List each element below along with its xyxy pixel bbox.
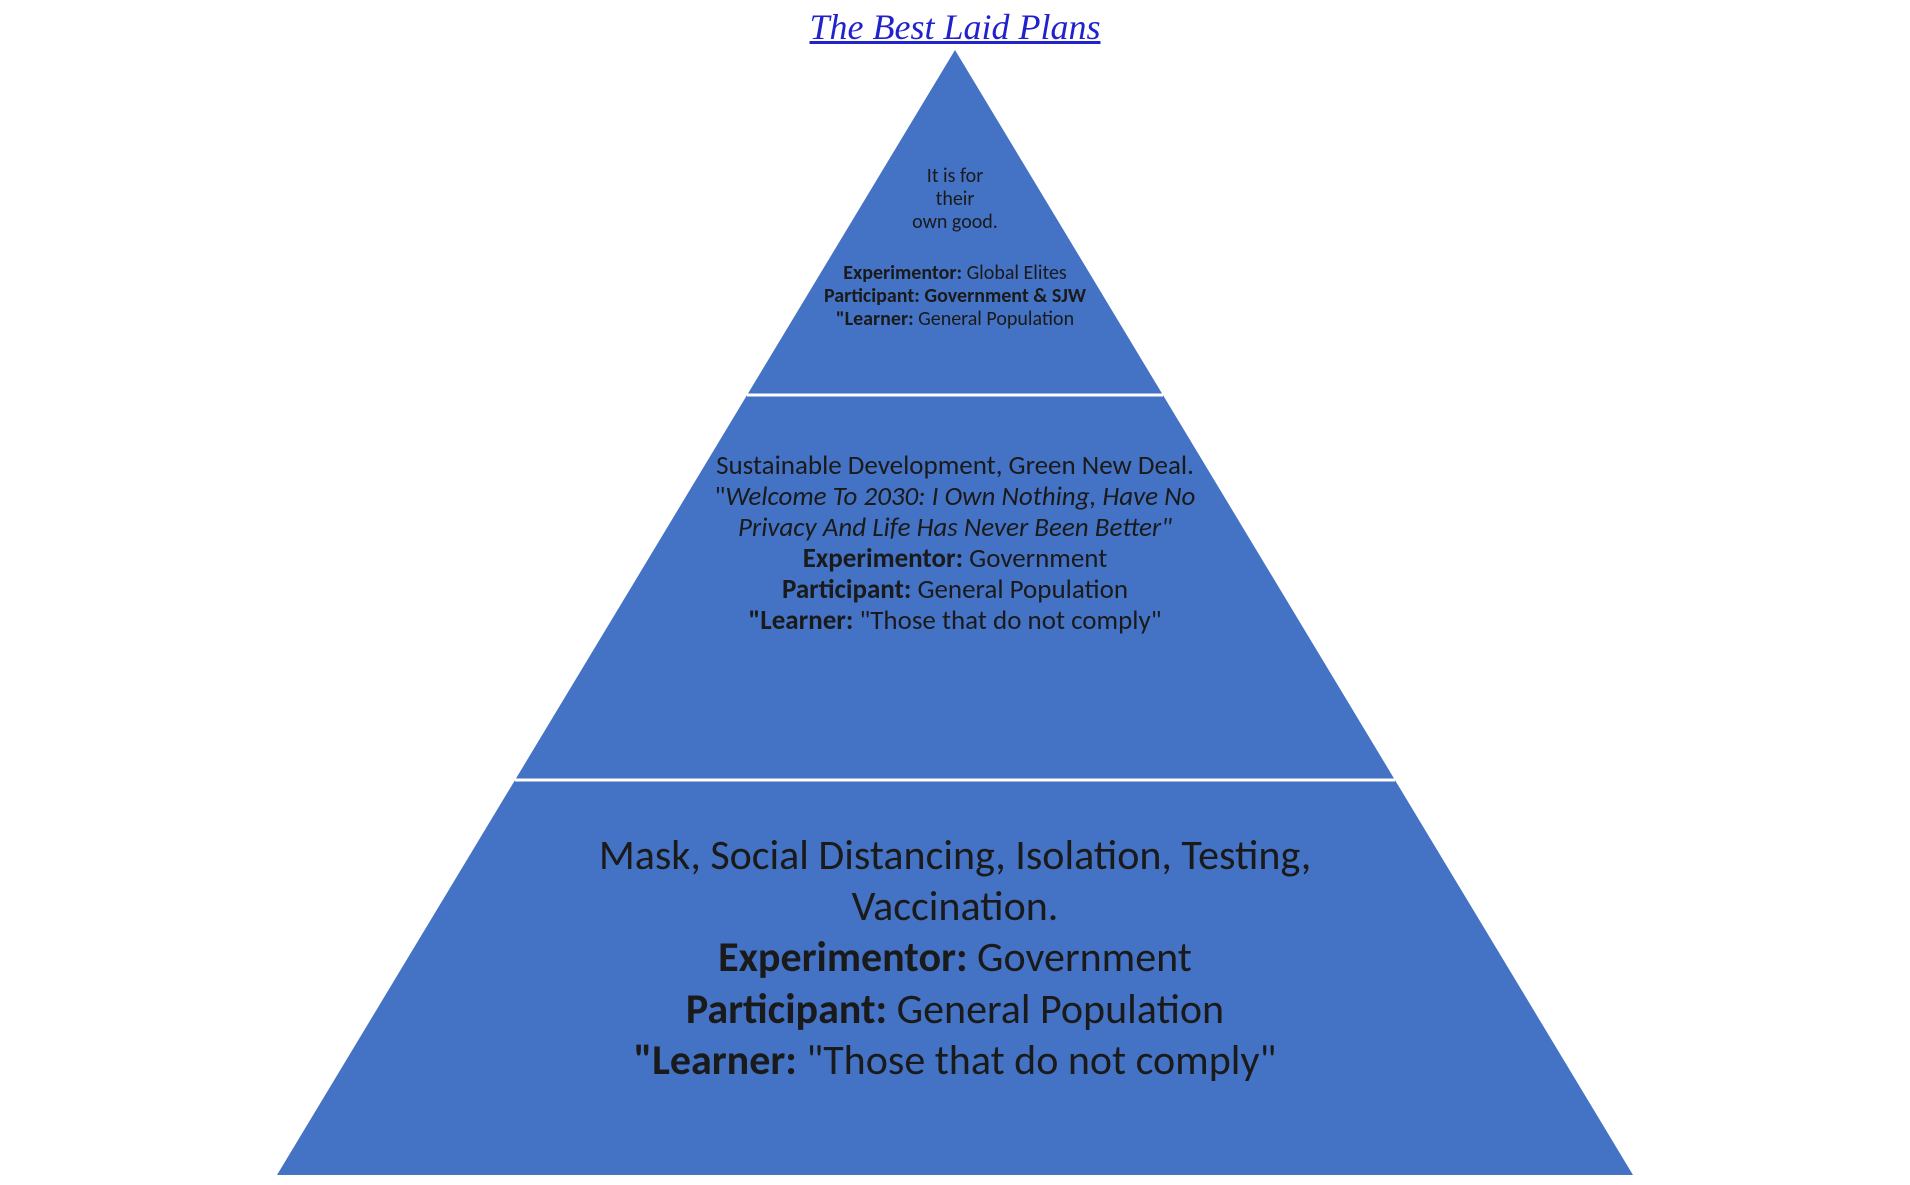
top-quote-line3: own good. bbox=[912, 210, 998, 234]
bot-experimentor-row: Experimentor: Government bbox=[355, 932, 1555, 983]
bot-line2: Vaccination. bbox=[355, 881, 1555, 932]
mid-quote-line3: Privacy And Life Has Never Been Better" bbox=[545, 512, 1365, 543]
bot-learner-row: "Learner: "Those that do not comply" bbox=[355, 1035, 1555, 1086]
mid-experimentor-value: Government bbox=[963, 542, 1107, 575]
mid-quote-line2-wrap: "Welcome To 2030: I Own Nothing, Have No bbox=[545, 481, 1365, 512]
mid-experimentor-label: Experimentor: bbox=[803, 542, 963, 575]
mid-learner-row: "Learner: "Those that do not comply" bbox=[545, 605, 1365, 636]
top-learner-label: "Learner: bbox=[836, 307, 914, 331]
top-quote-line1: It is for bbox=[927, 164, 983, 188]
mid-learner-label: "Learner: bbox=[748, 604, 853, 637]
top-participant-label: Participant: bbox=[824, 284, 920, 308]
top-quote-line2: their bbox=[936, 187, 975, 211]
bot-learner-label: "Learner: bbox=[634, 1035, 797, 1086]
bot-learner-value: "Those that do not comply" bbox=[797, 1035, 1276, 1086]
mid-experimentor-row: Experimentor: Government bbox=[545, 543, 1365, 574]
bot-line1: Mask, Social Distancing, Isolation, Test… bbox=[355, 830, 1555, 881]
mid-quote-line2: Welcome To 2030: I Own Nothing, Have No bbox=[725, 480, 1195, 513]
pyramid-layer-bottom: Mask, Social Distancing, Isolation, Test… bbox=[355, 830, 1555, 1086]
mid-quote-open: " bbox=[715, 480, 726, 513]
mid-participant-row: Participant: General Population bbox=[545, 574, 1365, 605]
mid-participant-value: General Population bbox=[911, 573, 1128, 606]
bot-experimentor-value: Government bbox=[968, 932, 1192, 983]
bot-participant-row: Participant: General Population bbox=[355, 984, 1555, 1035]
top-experimentor-value: Global Elites bbox=[962, 261, 1067, 285]
top-quote: It is for their own good. bbox=[675, 165, 1235, 234]
top-learner-value: General Population bbox=[914, 307, 1074, 331]
top-roles: Experimentor: Global Elites Participant:… bbox=[675, 262, 1235, 331]
mid-learner-value: "Those that do not comply" bbox=[853, 604, 1161, 637]
bot-participant-value: General Population bbox=[887, 984, 1224, 1035]
diagram-stage: The Best Laid Plans It is for their own … bbox=[0, 0, 1910, 1185]
top-participant-row: Participant: Government & SJW bbox=[675, 285, 1235, 308]
bot-participant-label: Participant: bbox=[686, 984, 887, 1035]
top-experimentor-label: Experimentor: bbox=[843, 261, 962, 285]
mid-line1: Sustainable Development, Green New Deal. bbox=[545, 450, 1365, 481]
pyramid-layer-middle: Sustainable Development, Green New Deal.… bbox=[545, 450, 1365, 636]
top-experimentor-row: Experimentor: Global Elites bbox=[675, 262, 1235, 285]
pyramid-layer-top: It is for their own good. Experimentor: … bbox=[675, 165, 1235, 331]
top-participant-value: Government & SJW bbox=[920, 284, 1086, 308]
bot-experimentor-label: Experimentor: bbox=[718, 932, 967, 983]
mid-participant-label: Participant: bbox=[782, 573, 911, 606]
top-learner-row: "Learner: General Population bbox=[675, 308, 1235, 331]
